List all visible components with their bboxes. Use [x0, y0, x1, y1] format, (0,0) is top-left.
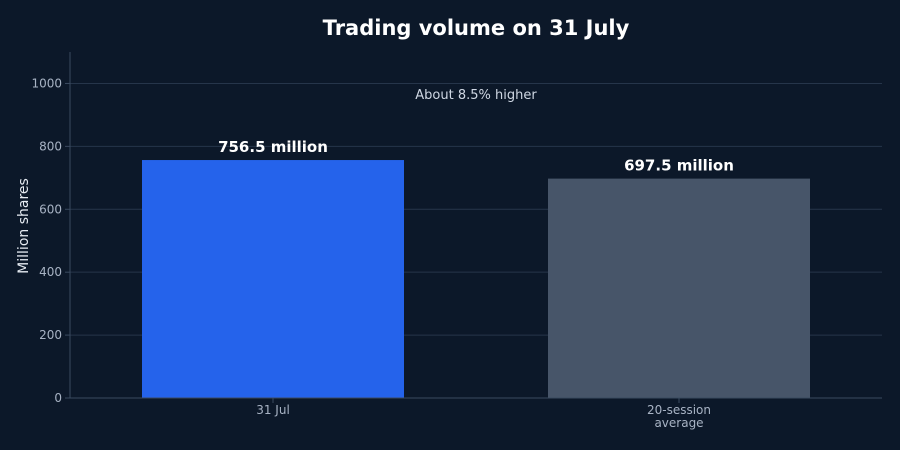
- data-labels: 756.5 million 697.5 million: [218, 138, 734, 175]
- x-tick-label-1: 20-session average: [647, 403, 711, 430]
- data-label-0: 756.5 million: [218, 138, 328, 156]
- x-tick-label-line: average: [654, 416, 703, 430]
- chart-title: Trading volume on 31 July: [323, 16, 630, 40]
- y-tick-label-200: 200: [39, 328, 62, 342]
- chart-annotation: About 8.5% higher: [415, 88, 537, 103]
- bar-1: [548, 178, 810, 398]
- bars: [142, 160, 810, 398]
- y-axis-label: Million shares: [16, 178, 32, 274]
- data-label-1: 697.5 million: [624, 157, 734, 175]
- x-tick-label-line: 20-session: [647, 403, 711, 417]
- x-tick-labels: 31 Jul 20-session average: [256, 398, 711, 430]
- y-tick-label-0: 0: [54, 391, 62, 405]
- y-tick-label-400: 400: [39, 265, 62, 279]
- y-tick-label-1000: 1000: [31, 76, 62, 90]
- y-tick-label-600: 600: [39, 202, 62, 216]
- y-tick-labels: 0 200 400 600 800 1000: [31, 76, 70, 405]
- axes: [69, 52, 882, 399]
- x-tick-label-line: 31 Jul: [256, 403, 290, 417]
- x-tick-label-0: 31 Jul: [256, 403, 290, 417]
- y-tick-label-800: 800: [39, 139, 62, 153]
- bar-0: [142, 160, 404, 398]
